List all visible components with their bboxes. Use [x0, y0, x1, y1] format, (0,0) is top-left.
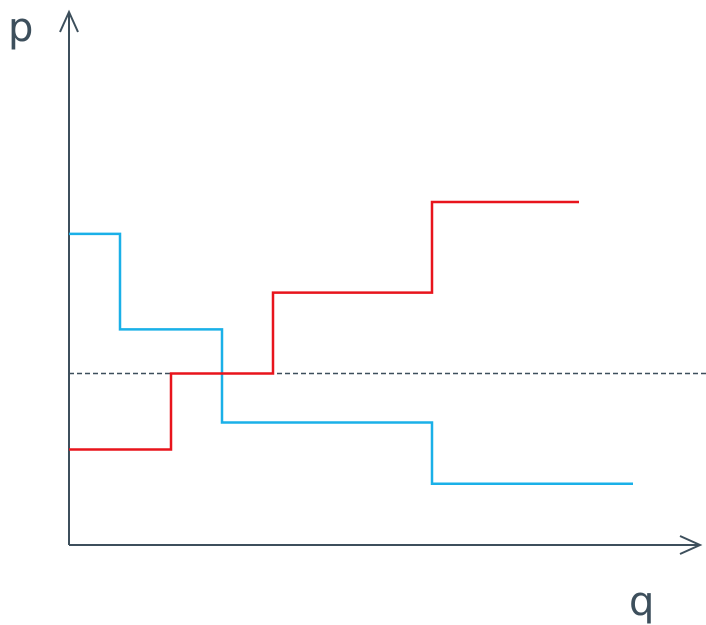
x-axis-label: q — [629, 579, 654, 625]
series-lines — [69, 200, 633, 485]
y-axis-arrowhead — [59, 9, 79, 33]
series-line-0 — [69, 232, 633, 485]
series-line-1 — [69, 200, 579, 451]
x-axis-arrowhead — [679, 535, 703, 555]
axes — [59, 9, 703, 555]
y-axis-label: p — [8, 5, 33, 51]
